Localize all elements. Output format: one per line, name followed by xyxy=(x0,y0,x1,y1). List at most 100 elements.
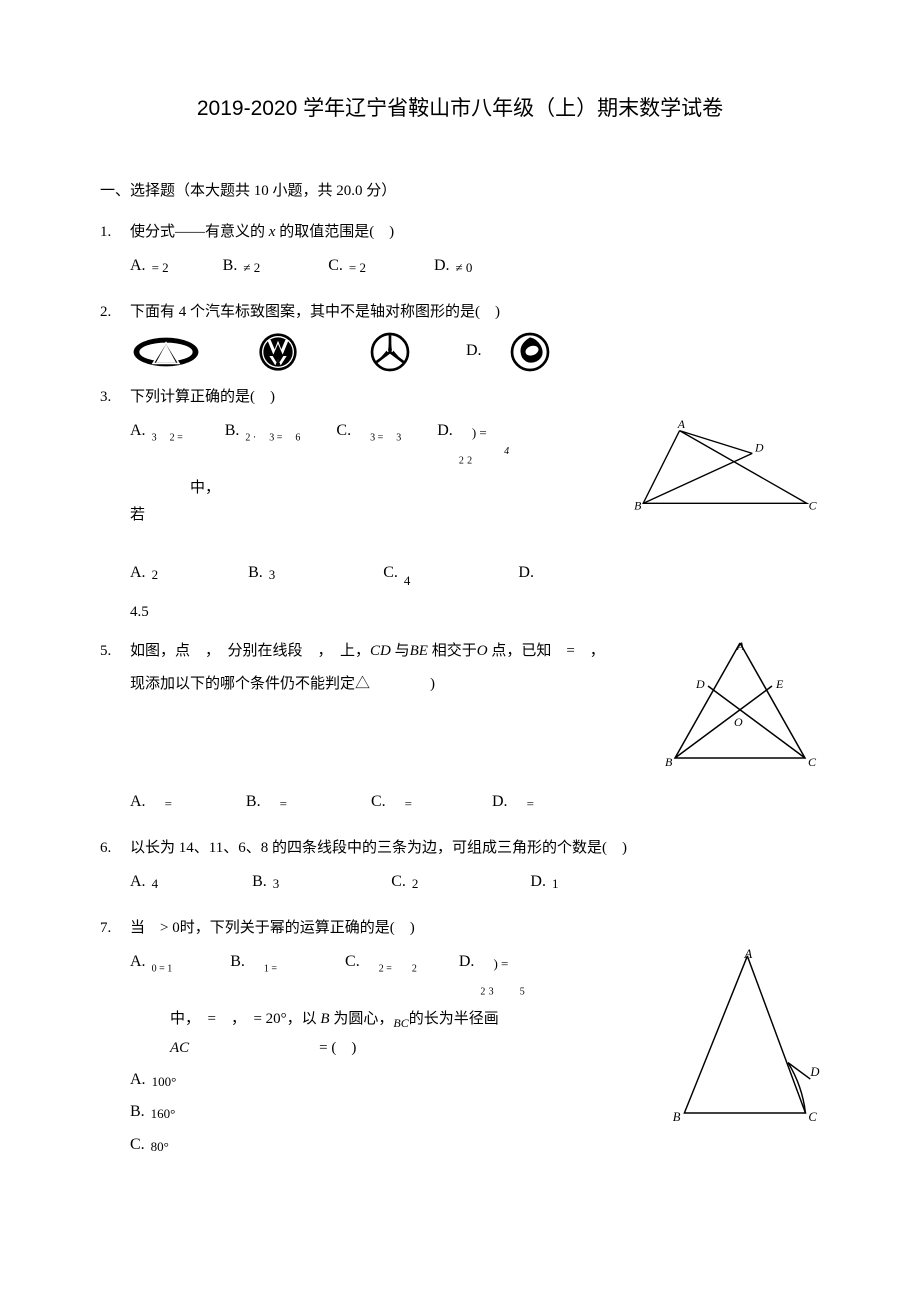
q1-choice-a: A.= 2 xyxy=(130,252,169,281)
q3-choice-c: C. 3 = 3 xyxy=(336,417,401,469)
q7-c: 2 = 2 xyxy=(366,952,417,979)
question-5: 5. 如图，点 ， 分别在线段 ， 上，CD 与BE 相交于O 点，已知 = ，… xyxy=(100,638,820,823)
letter-d: D. xyxy=(530,868,546,897)
q4-choice-c: C.4 xyxy=(383,559,410,588)
q6-d: 1 xyxy=(552,872,559,895)
svg-text:B: B xyxy=(634,498,641,512)
q7-d: ) =2 3 5 xyxy=(480,952,524,1002)
q6-number: 6. xyxy=(100,835,130,862)
q6-choice-c: C.2 xyxy=(391,868,418,897)
letter-b: B. xyxy=(225,417,240,446)
svg-text:B: B xyxy=(673,1110,681,1123)
letter-d: D. xyxy=(434,252,450,281)
triangle-abc-d-figure: A B C D xyxy=(630,417,820,517)
q1-choice-b: B. ≠ 2 xyxy=(223,252,261,281)
q7-number: 7. xyxy=(100,915,130,942)
q2-logo-a xyxy=(130,332,202,372)
question-2: 2. 下面有 4 个汽车标致图案，其中不是轴对称图形的是( ) xyxy=(100,299,820,372)
q8-a: 100° xyxy=(152,1074,177,1089)
q1-number: 1. xyxy=(100,219,130,246)
q6-c: 2 xyxy=(412,872,419,895)
q8-choice-a: A. 100° xyxy=(130,1066,637,1095)
svg-text:B: B xyxy=(665,755,673,768)
q1-d: ≠ 0 xyxy=(456,256,473,279)
letter-c: C. xyxy=(383,559,398,588)
letter-a: A. xyxy=(130,1071,146,1088)
svg-text:D: D xyxy=(809,1065,819,1079)
letter-b: B. xyxy=(252,868,267,897)
infiniti-logo-icon xyxy=(130,332,202,372)
letter-b: B. xyxy=(248,559,263,588)
letter-a: A. xyxy=(130,948,146,977)
q2-number: 2. xyxy=(100,299,130,326)
page-title: 2019-2020 学年辽宁省鞍山市八年级（上）期末数学试卷 xyxy=(100,90,820,128)
q2-logo-b xyxy=(242,332,314,372)
letter-c: C. xyxy=(336,417,351,446)
letter-d: D. xyxy=(437,417,453,446)
letter-b: B. xyxy=(223,252,238,281)
q8-c: 80° xyxy=(151,1139,169,1154)
q3-ruo: 若 xyxy=(130,502,620,529)
letter-a: A. xyxy=(130,788,146,817)
q2-d-label: D. xyxy=(466,337,482,366)
q5-choice-d: D. = xyxy=(492,788,534,817)
q5-line2: 现添加以下的哪个条件仍不能判定△ ) xyxy=(130,671,650,698)
question-3: 3. 下列计算正确的是( ) A.3 2 = B.2 · 3 = 6 C. 3 … xyxy=(100,384,820,627)
svg-text:A: A xyxy=(736,639,745,653)
letter-a: A. xyxy=(130,252,146,281)
svg-text:A: A xyxy=(677,417,686,431)
q8-ac-line: AC= ( ) xyxy=(170,1035,655,1062)
q7-choice-c: C. 2 = 2 xyxy=(345,948,417,1000)
svg-text:D: D xyxy=(754,440,764,454)
section-header: 一、选择题（本大题共 10 小题，共 20.0 分） xyxy=(100,178,820,205)
triangle-cross-figure: A D E O B C xyxy=(660,638,820,768)
q3-choice-a: A.3 2 = xyxy=(130,417,183,469)
swirl-logo-icon xyxy=(494,332,566,372)
q4-choice-d: D. xyxy=(518,559,540,588)
q4-b: 3 xyxy=(269,563,276,586)
q1-post: 的取值范围是( ) xyxy=(275,224,394,240)
q6-text: 以长为 14、11、6、8 的四条线段中的三条为边，可组成三角形的个数是( ) xyxy=(130,835,820,862)
mercedes-logo-icon xyxy=(354,332,426,372)
question-6: 6. 以长为 14、11、6、8 的四条线段中的三条为边，可组成三角形的个数是(… xyxy=(100,835,820,903)
q7-choice-d: D. ) =2 3 5 xyxy=(459,948,525,1000)
letter-a: A. xyxy=(130,559,146,588)
letter-d: D. xyxy=(459,948,475,977)
q7-b: 1 = xyxy=(251,952,277,979)
q5-a: = xyxy=(152,792,172,815)
q2-choice-d: D. xyxy=(466,332,566,372)
letter-d: D. xyxy=(492,788,508,817)
q7-a: 0 = 1 xyxy=(152,952,173,979)
q6-choice-a: A.4 xyxy=(130,868,158,897)
q3-a: 3 2 = xyxy=(152,421,183,448)
svg-text:D: D xyxy=(695,677,705,691)
q5-b: = xyxy=(267,792,287,815)
letter-c: C. xyxy=(328,252,343,281)
q5-choice-a: A. = xyxy=(130,788,172,817)
letter-c: C. xyxy=(371,788,386,817)
question-7: 7. 当 > 0时，下列关于幂的运算正确的是( ) A.0 = 1 B. 1 =… xyxy=(100,915,820,1164)
letter-b: B. xyxy=(246,788,261,817)
q3-mid: 中， xyxy=(190,475,620,502)
q7-choice-b: B. 1 = xyxy=(230,948,277,1000)
svg-text:O: O xyxy=(734,715,743,729)
q1-b: ≠ 2 xyxy=(243,256,260,279)
q1-choice-c: C. = 2 xyxy=(328,252,366,281)
svg-text:C: C xyxy=(808,755,817,768)
letter-c: C. xyxy=(345,948,360,977)
q8-b: 160° xyxy=(151,1106,176,1121)
question-1: 1. 使分式——有意义的 x 的取值范围是( ) A.= 2 B.≠ 2 C.=… xyxy=(100,219,820,287)
q6-a: 4 xyxy=(152,872,159,895)
q3-choice-d: D. ) =2 2 4 xyxy=(437,417,503,469)
q3-choice-b: B.2 · 3 = 6 xyxy=(225,417,301,469)
q5-number: 5. xyxy=(100,638,130,665)
q4-choice-a: A.2 xyxy=(130,559,158,588)
q8-choice-b: B.160° xyxy=(130,1098,637,1127)
letter-b: B. xyxy=(230,948,245,977)
q1-c: = 2 xyxy=(349,256,366,279)
q1-choice-d: D. ≠ 0 xyxy=(434,252,472,281)
q4-extra: 4.5 xyxy=(130,599,620,626)
q3-number: 3. xyxy=(100,384,130,411)
q1-pre: 使分式——有意义的 xyxy=(130,224,269,240)
svg-text:A: A xyxy=(743,948,752,961)
